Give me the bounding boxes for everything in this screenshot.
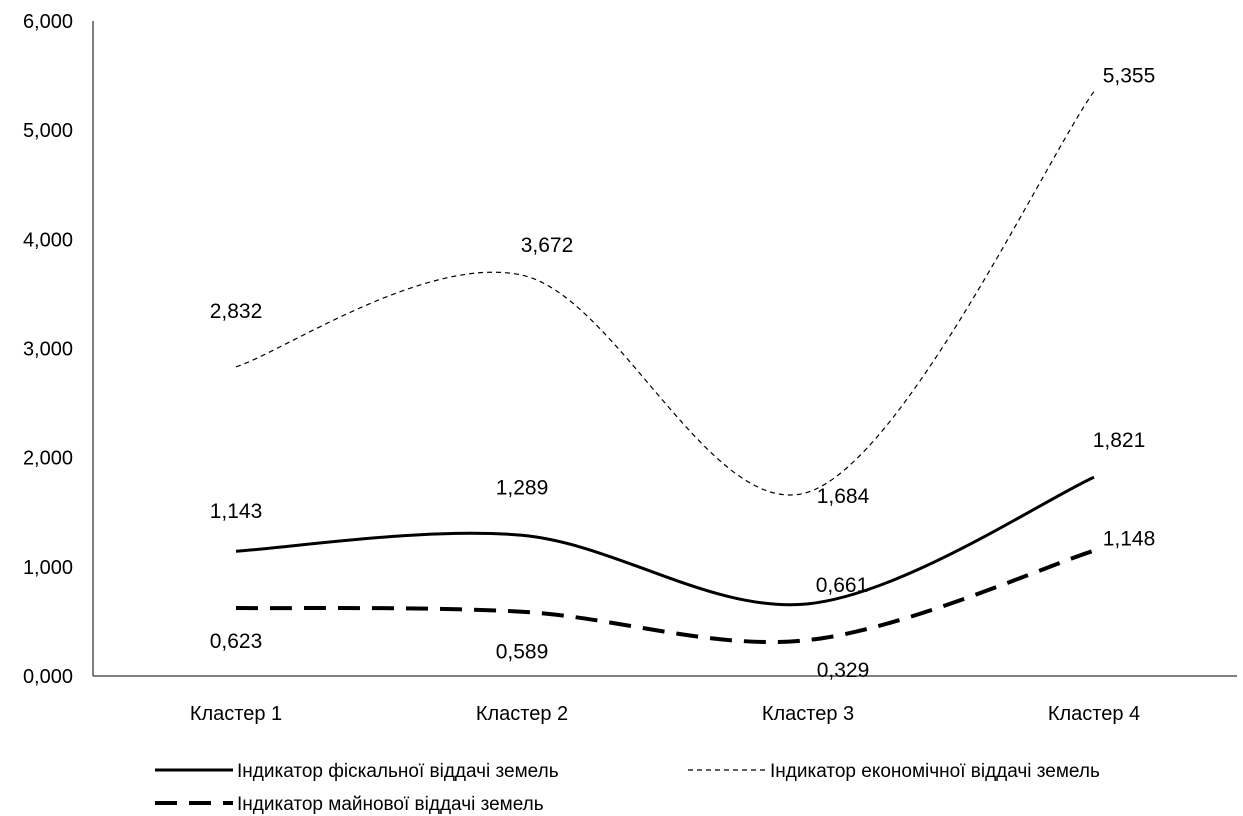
series-line-1 bbox=[235, 475, 1095, 607]
data-labels: 1,143 1,289 0,661 1,821 2,832 3,672 1,684 5,355… bbox=[210, 64, 1156, 682]
legend-label: Індикатор майнової віддачі земель bbox=[237, 794, 544, 815]
legend-label: Індикатор економічної віддачі земель bbox=[770, 761, 1100, 782]
data-label: 1,821 bbox=[1093, 429, 1146, 452]
legend-label: Індикатор фіскальної віддачі земель bbox=[237, 761, 559, 782]
y-tick-label: 6,000 bbox=[23, 11, 73, 33]
data-label: 3,672 bbox=[521, 234, 574, 257]
y-tick-label: 4,000 bbox=[23, 229, 73, 251]
series-lines bbox=[235, 91, 1095, 644]
x-tick-label: Кластер 2 bbox=[476, 703, 568, 725]
y-tick-label: 0,000 bbox=[23, 666, 73, 688]
data-label: 2,832 bbox=[210, 300, 263, 323]
x-tick-labels: Кластер 1 Кластер 2 Кластер 3 Кластер 4 bbox=[190, 703, 1140, 725]
data-label: 1,289 bbox=[496, 476, 549, 499]
data-label: 0,589 bbox=[496, 641, 549, 664]
y-tick-label: 3,000 bbox=[23, 339, 73, 361]
data-label: 0,623 bbox=[210, 630, 263, 653]
legend: Індикатор фіскальної віддачі земель Індик… bbox=[155, 761, 1100, 815]
y-tick-label: 2,000 bbox=[23, 448, 73, 470]
data-label: 1,143 bbox=[210, 500, 263, 523]
x-tick-label: Кластер 3 bbox=[762, 703, 854, 725]
data-label: 0,329 bbox=[817, 659, 870, 682]
y-tick-label: 1,000 bbox=[23, 557, 73, 579]
axes bbox=[92, 21, 1237, 677]
y-tick-label: 5,000 bbox=[23, 120, 73, 142]
x-tick-label: Кластер 4 bbox=[1048, 703, 1140, 725]
x-tick-label: Кластер 1 bbox=[190, 703, 282, 725]
legend-item: Індикатор фіскальної віддачі земель bbox=[155, 761, 559, 782]
series-line-2 bbox=[235, 91, 1095, 496]
series-line-3 bbox=[235, 548, 1095, 644]
data-label: 1,684 bbox=[817, 485, 870, 508]
y-tick-labels: 0,000 1,000 2,000 3,000 4,000 5,000 6,000 bbox=[23, 11, 73, 688]
legend-item: Індикатор економічної віддачі земель bbox=[688, 761, 1100, 782]
data-label: 1,148 bbox=[1103, 528, 1156, 551]
data-label: 0,661 bbox=[816, 574, 869, 597]
data-label: 5,355 bbox=[1103, 64, 1156, 87]
legend-item: Індикатор майнової віддачі земель bbox=[155, 794, 544, 815]
